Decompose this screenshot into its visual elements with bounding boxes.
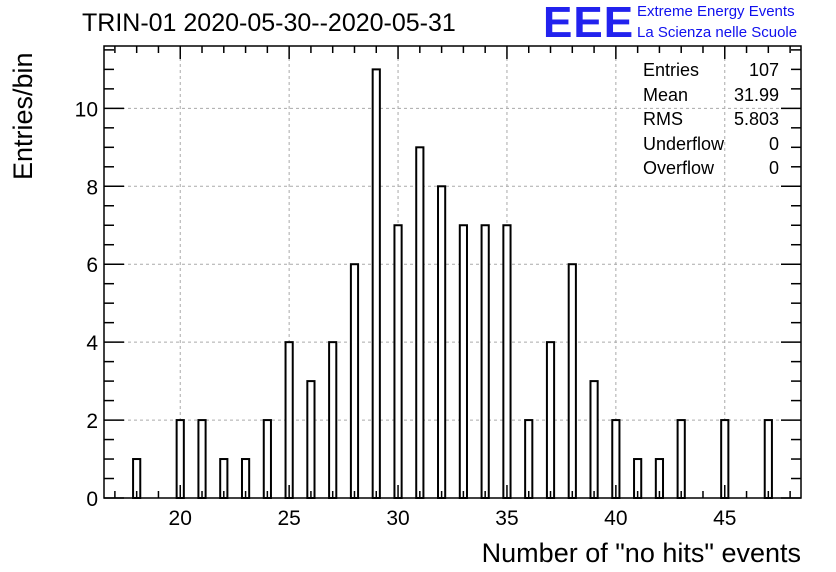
stats-row: Underflow 0	[643, 132, 779, 157]
stats-label: Underflow	[643, 133, 725, 154]
stats-label: Overflow	[643, 158, 715, 178]
x-tick-label: 40	[604, 507, 627, 530]
histogram-bar	[567, 263, 577, 500]
x-tick-label: 20	[169, 507, 192, 530]
axis-ticks	[104, 46, 801, 499]
logo-line-1: Extreme Energy Events	[637, 3, 795, 20]
histogram-bars	[132, 68, 773, 500]
histogram-bar	[284, 341, 294, 500]
x-axis-title: Number of "no hits" events	[482, 538, 801, 568]
chart-title: TRIN-01 2020-05-30--2020-05-31	[82, 9, 456, 37]
histogram-bar	[676, 419, 686, 500]
stats-row: Overflow 0	[643, 156, 779, 181]
plot-frame	[103, 45, 802, 499]
logo-line-2: La Scienza nelle Scuole	[637, 24, 798, 41]
stats-row: Mean 31.99	[643, 83, 779, 108]
stats-label: Entries	[643, 60, 700, 80]
histogram-bar	[349, 263, 360, 500]
grid	[104, 46, 801, 498]
x-tick-label: 35	[495, 507, 518, 530]
stats-value: 0	[768, 133, 779, 154]
histogram-bar	[524, 419, 534, 500]
histogram-bar	[480, 224, 490, 499]
stats-row: RMS 5.803	[643, 107, 779, 132]
histogram-bar	[371, 68, 381, 500]
histogram-bar	[328, 341, 338, 500]
stats-value: 0	[768, 158, 779, 178]
histogram-bar	[197, 419, 207, 500]
histogram-bar	[393, 224, 403, 499]
stats-value: 107	[748, 60, 779, 80]
logo-mark: EEE	[543, 0, 635, 47]
stats-value: 5.803	[733, 109, 779, 129]
y-tick-label: 10	[75, 98, 98, 121]
histogram-bar	[437, 185, 447, 500]
y-tick-label: 6	[86, 254, 98, 277]
y-axis-title: Entries/bin	[8, 52, 38, 180]
x-tick-label: 30	[386, 507, 409, 530]
stats-box: Entries 107 Mean 31.99 RMS 5.803 Underflow 0 Ove…	[643, 58, 779, 181]
histogram-bar	[763, 419, 773, 500]
stats-value: 31.99	[733, 84, 779, 105]
eee-logo: EEE Extreme Energy Events La Scienza nel…	[543, 0, 833, 47]
y-tick-label: 4	[86, 332, 98, 355]
histogram-bar	[262, 419, 272, 500]
x-tick-label: 25	[277, 507, 300, 530]
tick-labels: 20 25 30 35 40 45 0 2 4 6 8 10	[75, 98, 737, 530]
stats-label: Mean	[643, 84, 689, 105]
histogram-bar	[502, 224, 512, 499]
histogram-bar	[589, 380, 599, 500]
y-tick-label: 8	[86, 176, 98, 199]
stats-label: RMS	[643, 109, 683, 129]
y-tick-label: 0	[86, 488, 98, 511]
stats-row: Entries 107	[643, 58, 779, 83]
histogram-bar	[306, 380, 316, 500]
histogram-bar	[545, 341, 556, 500]
histogram-bar	[415, 146, 425, 500]
y-tick-label: 2	[86, 410, 98, 433]
histogram-bar	[458, 224, 468, 499]
x-tick-label: 45	[713, 507, 736, 530]
